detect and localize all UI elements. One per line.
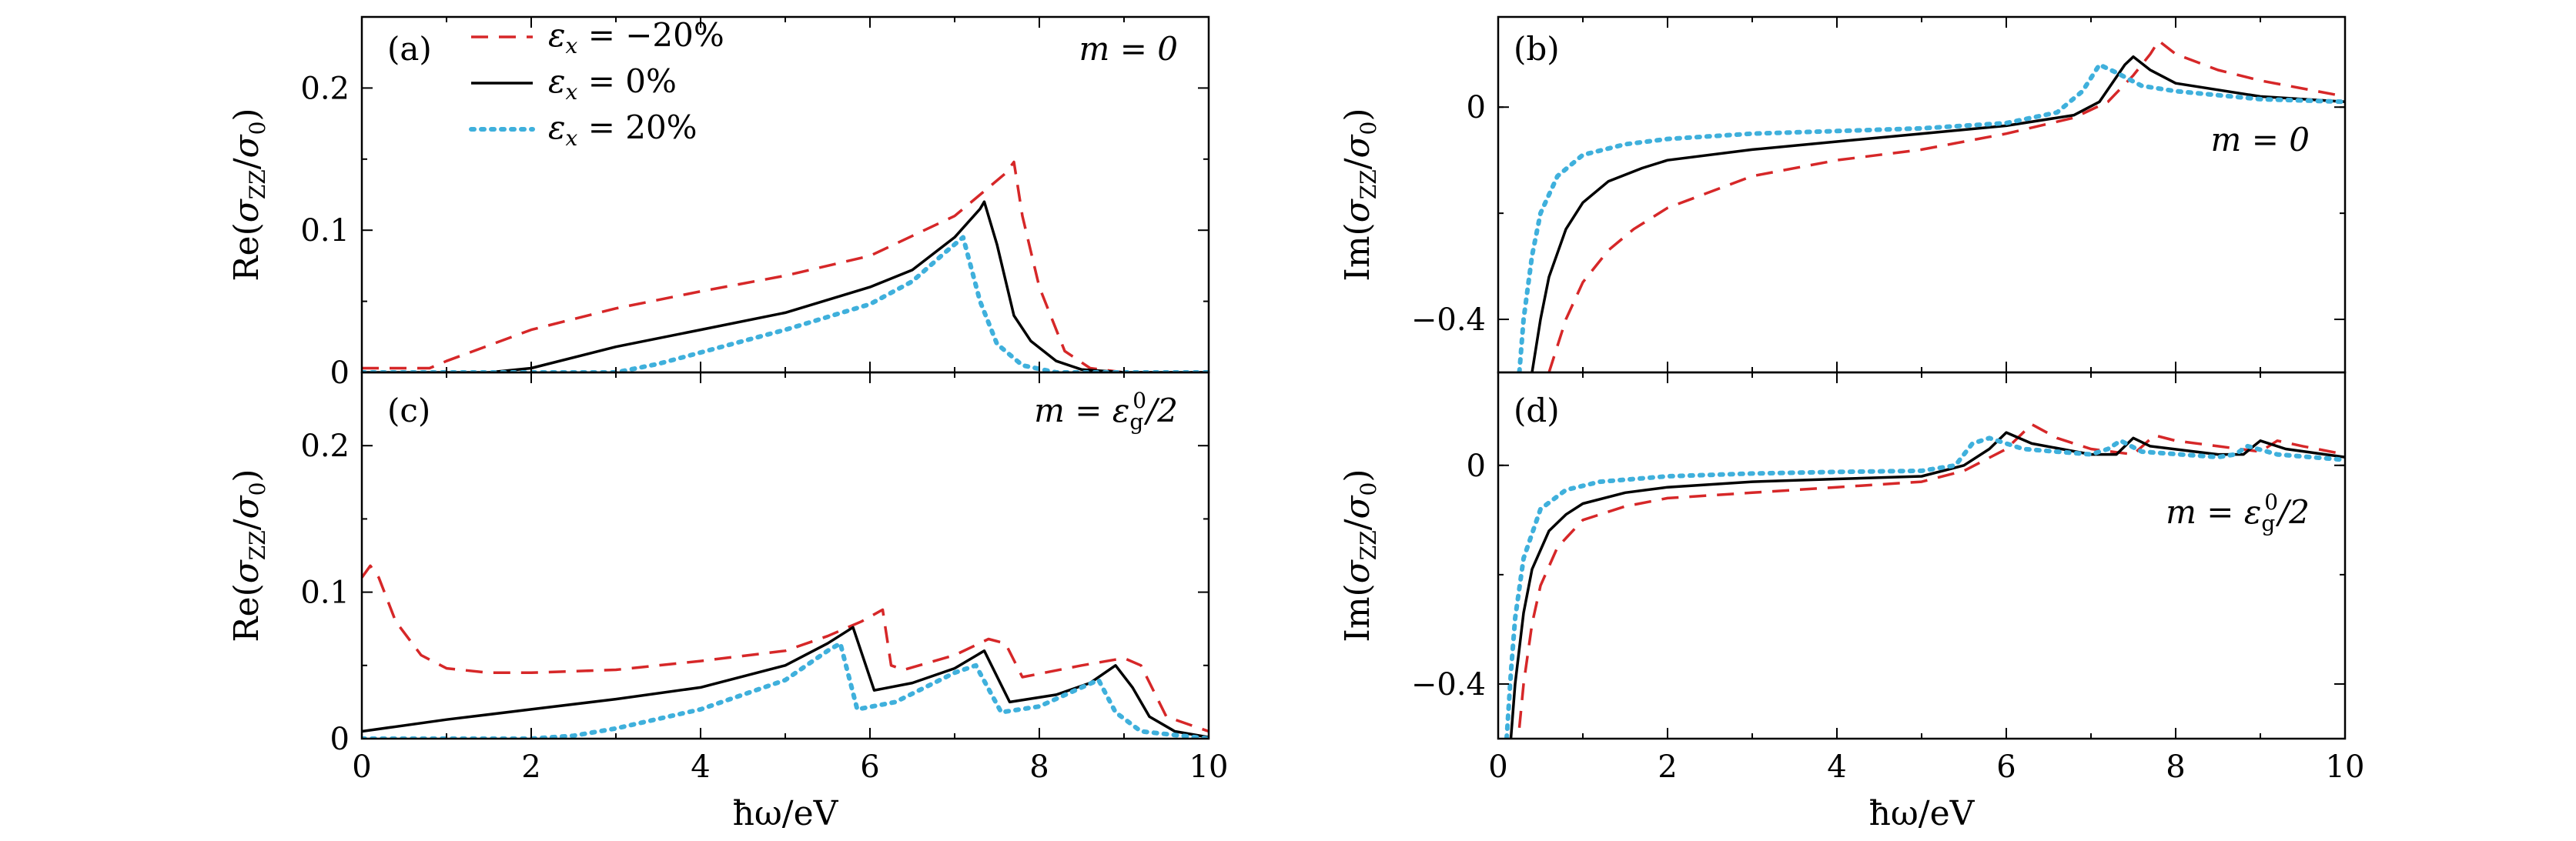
- panel-b: −0.4 0 (b) m = 0 Im(σZZ/σ0): [1338, 15, 2347, 374]
- series-group-d: [1504, 422, 2345, 739]
- x-tick-label-d: 4: [1827, 749, 1846, 785]
- x-tick-label-c: 4: [691, 749, 710, 785]
- series-line-d-solid: [1509, 431, 2345, 739]
- x-tick-label-c: 0: [352, 749, 371, 785]
- annotation-b: m = 0: [2211, 121, 2310, 159]
- y-axis-label-a: Re(σZZ/σ0): [227, 108, 270, 281]
- x-tick-label-c: 2: [521, 749, 540, 785]
- x-tick-label-c: 6: [860, 749, 879, 785]
- x-tick-label-d: 10: [2326, 749, 2365, 785]
- series-line-c-dotted: [362, 641, 1209, 739]
- panel-a: 0 0.1 0.2 (a) m = 0 Re(σZZ/σ0) εx = −20%εx = 0…: [227, 15, 1210, 391]
- y-tick-label-b: −0.4: [1411, 302, 1486, 338]
- x-tick-label-d: 6: [1996, 749, 2016, 785]
- series-line-a-dashed: [362, 160, 1209, 372]
- y-tick-label-c: 0: [330, 722, 350, 757]
- y-tick-label-a: 0.1: [300, 213, 350, 249]
- annotation-c: m = εg0/2: [1034, 388, 1178, 435]
- y-axis-label-c: Re(σZZ/σ0): [227, 469, 270, 642]
- panel-c: 0 2 4 6 8 10 0 0.1 0.2 (c) m = εg0/2 Re(σZZ/σ0) ħω/e…: [227, 371, 1229, 833]
- legend-label-dashed: εx = −20%: [548, 16, 724, 58]
- x-tick-label-c: 10: [1189, 749, 1229, 785]
- y-tick-label-a: 0.2: [300, 71, 350, 106]
- series-line-a-solid: [362, 200, 1209, 372]
- series-line-a-dotted: [362, 235, 1209, 372]
- x-axis-label-c: ħω/eV: [733, 794, 839, 833]
- x-tick-label-d: 0: [1488, 749, 1507, 785]
- x-tick-label-d: 2: [1658, 749, 1677, 785]
- y-axis-label-d: Im(σZZ/σ0): [1338, 469, 1381, 642]
- annotation-a: m = 0: [1079, 30, 1178, 68]
- series-line-d-dashed: [1517, 422, 2345, 728]
- y-tick-label-b: 0: [1467, 90, 1486, 125]
- legend-label-dotted: εx = 20%: [548, 108, 698, 151]
- panel-label-d: (d): [1514, 392, 1560, 429]
- plot-frame-d: [1497, 371, 2347, 740]
- series-line-c-dashed: [362, 564, 1209, 733]
- legend-label-solid: εx = 0%: [548, 62, 677, 105]
- series-group-c: [362, 564, 1209, 739]
- y-tick-label-c: 0.1: [300, 576, 350, 611]
- series-line-c-solid: [362, 626, 1209, 739]
- x-axis-label-d: ħω/eV: [1869, 794, 1975, 833]
- panel-label-a: (a): [387, 30, 432, 68]
- y-tick-label-d: 0: [1467, 449, 1486, 484]
- series-line-b-dotted: [1517, 62, 2345, 372]
- plot-frame-a: [360, 15, 1210, 374]
- y-tick-label-c: 0.2: [300, 429, 350, 464]
- legend: εx = −20%εx = 0%εx = 20%: [469, 16, 724, 151]
- annotation-d: m = εg0/2: [2166, 489, 2310, 536]
- series-group-a: [362, 160, 1209, 372]
- y-tick-label-d: −0.4: [1411, 667, 1486, 703]
- series-line-d-dotted: [1504, 436, 2345, 739]
- panel-d: 0 2 4 6 8 10 −0.4 0 (d) m = εg0/2 Im(σZZ/σ0) ħω/eV: [1338, 371, 2365, 833]
- series-group-b: [1517, 39, 2345, 372]
- panel-label-c: (c): [387, 392, 430, 429]
- panel-label-b: (b): [1514, 30, 1560, 68]
- y-tick-label-a: 0: [330, 355, 350, 391]
- y-axis-label-b: Im(σZZ/σ0): [1338, 108, 1381, 281]
- x-tick-label-d: 8: [2166, 749, 2185, 785]
- x-tick-label-c: 8: [1029, 749, 1049, 785]
- series-line-b-solid: [1531, 55, 2345, 372]
- series-line-b-dashed: [1547, 39, 2345, 372]
